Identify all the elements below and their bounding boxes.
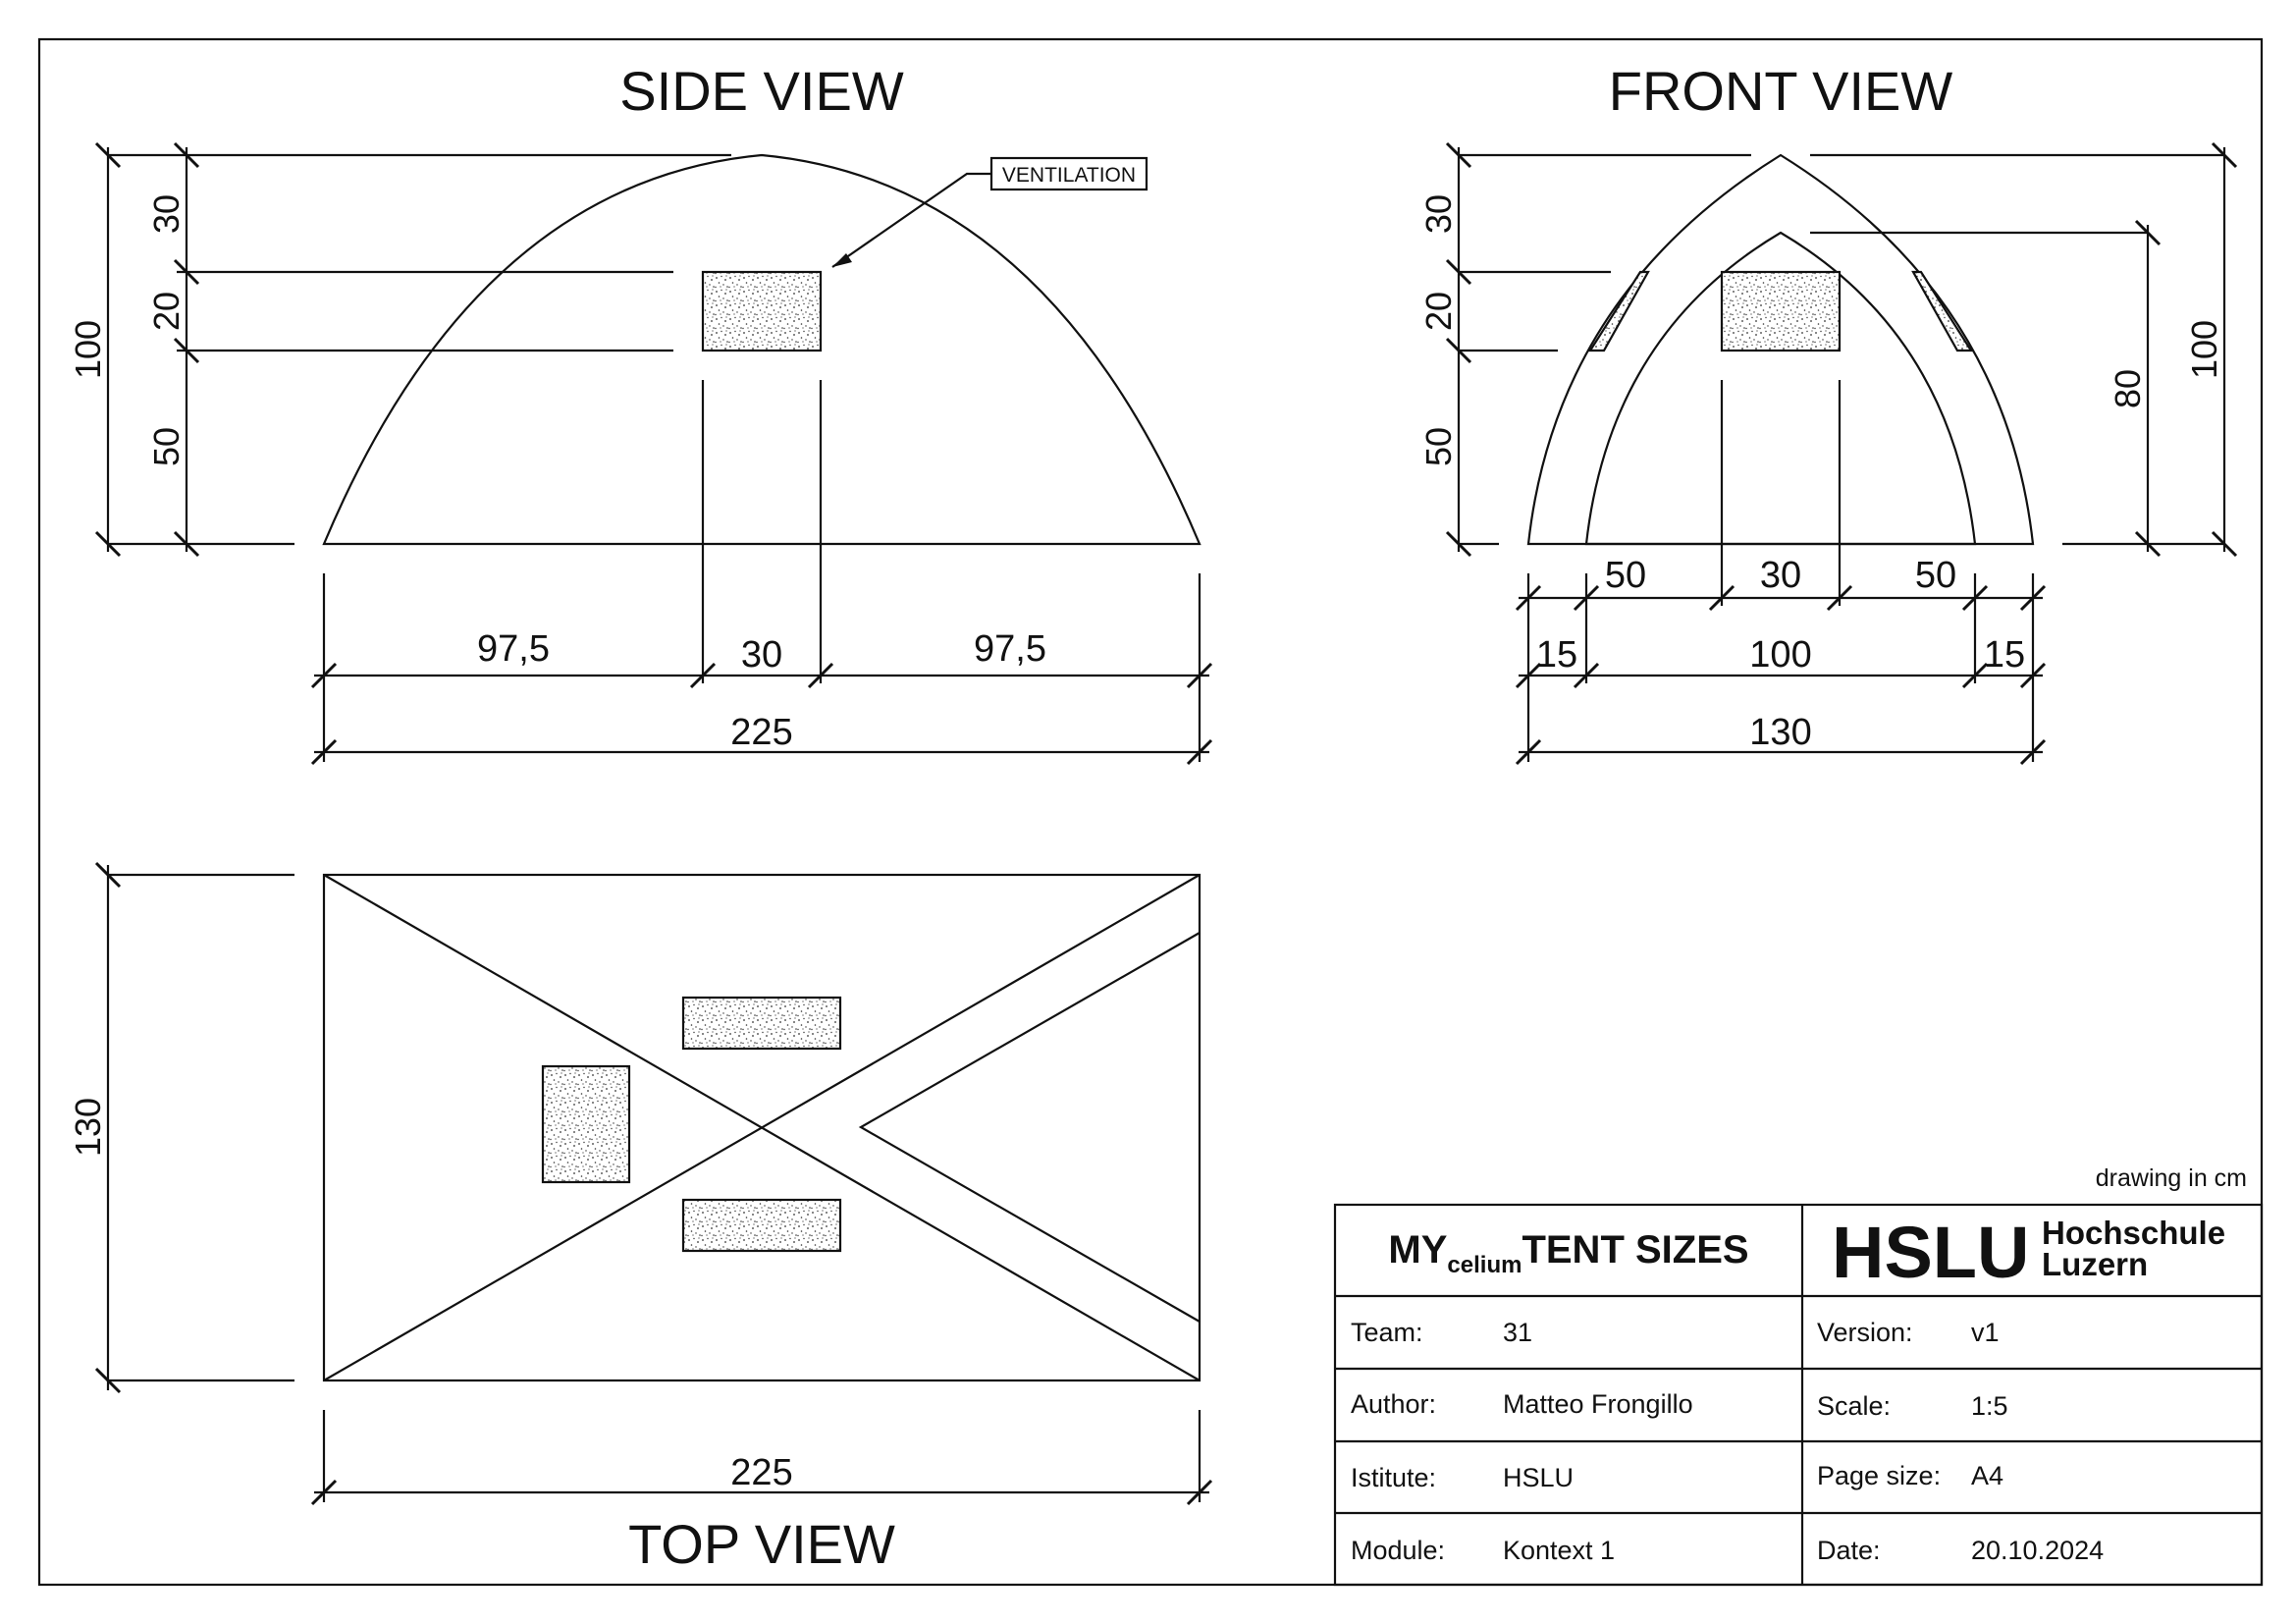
- front-view: FRONT VIEW 30 20 50: [1418, 60, 2238, 766]
- front-dim-top-seg: 30: [1418, 194, 1459, 234]
- top-view-title: TOP VIEW: [628, 1513, 895, 1575]
- module-value: Kontext 1: [1503, 1536, 1615, 1565]
- front-view-outer-arch: [1526, 153, 2035, 546]
- side-view-ventilation-opening: [701, 270, 823, 352]
- side-dim-total-height: 100: [68, 320, 108, 379]
- date-value: 20.10.2024: [1971, 1536, 2104, 1565]
- side-dim-vent-width: 30: [741, 634, 782, 676]
- front-view-right-height-dimensions: 80 100: [1810, 141, 2238, 558]
- author-label: Author:: [1351, 1389, 1436, 1419]
- front-dim-inner-height: 80: [2108, 369, 2148, 408]
- author-value: Matteo Frongillo: [1503, 1389, 1693, 1419]
- front-dim-vent-seg: 20: [1418, 292, 1459, 331]
- side-dim-left-width: 97,5: [477, 628, 550, 670]
- front-view-title: FRONT VIEW: [1609, 60, 1953, 122]
- page-size-value: A4: [1971, 1461, 2003, 1490]
- top-view-outline: [322, 873, 1201, 1382]
- front-dim-left-inner: 50: [1605, 555, 1646, 596]
- side-dim-right-width: 97,5: [974, 628, 1046, 670]
- page-size-label: Page size:: [1817, 1461, 1941, 1490]
- side-dim-bottom-seg: 50: [146, 427, 187, 466]
- version-value: v1: [1971, 1318, 2000, 1347]
- scale-label: Scale:: [1817, 1391, 1891, 1421]
- front-dim-left-wall: 15: [1536, 634, 1577, 676]
- team-value: 31: [1503, 1318, 1532, 1347]
- side-view: SIDE VIEW VENTILATION 100 30: [68, 60, 1213, 766]
- top-view: 130 225 TOP VIEW: [68, 861, 1213, 1575]
- hslu-logo-wordmark: HSLU: [1832, 1212, 2029, 1293]
- module-label: Module:: [1351, 1536, 1445, 1565]
- scale-value: 1:5: [1971, 1391, 2008, 1421]
- top-dim-depth: 130: [68, 1098, 108, 1157]
- team-label: Team:: [1351, 1318, 1423, 1347]
- front-dim-bottom-seg: 50: [1418, 427, 1459, 466]
- top-dim-length: 225: [730, 1452, 792, 1493]
- side-view-width-dimensions: 97,5 30 97,5 225: [310, 380, 1213, 766]
- side-dim-vent-seg: 20: [146, 292, 187, 331]
- top-view-ventilation-front: [681, 1198, 842, 1253]
- front-dim-right-wall: 15: [1984, 634, 2025, 676]
- side-view-height-dimensions: 100 30 20 50: [68, 141, 731, 558]
- front-view-left-height-dimensions: 30 20 50: [1418, 141, 1751, 558]
- side-dim-total-width: 225: [730, 712, 792, 753]
- hslu-logo-line1: Hochschule: [2042, 1215, 2225, 1251]
- side-view-title: SIDE VIEW: [619, 60, 904, 122]
- top-view-ventilation-back: [681, 996, 842, 1051]
- version-label: Version:: [1817, 1318, 1913, 1347]
- top-view-length-dimension: 225: [310, 1410, 1213, 1506]
- institute-value: HSLU: [1503, 1463, 1574, 1492]
- top-view-depth-dimension: 130: [68, 861, 294, 1394]
- sheet-border: [37, 37, 2264, 1587]
- front-dim-inner-width: 100: [1749, 634, 1811, 676]
- side-view-tent-outline: [322, 153, 1201, 546]
- front-view-width-dimensions: 50 30 50 15 100 15 130: [1515, 555, 2047, 766]
- front-dim-vent-width: 30: [1760, 555, 1801, 596]
- hslu-logo: HSLU Hochschule Luzern: [1832, 1212, 2225, 1293]
- front-view-ventilation-opening: [1720, 270, 1842, 352]
- front-dim-total-width: 130: [1749, 712, 1811, 753]
- front-dim-right-inner: 50: [1915, 555, 1956, 596]
- units-note: drawing in cm: [2096, 1164, 2247, 1192]
- front-dim-total-height: 100: [2184, 320, 2224, 379]
- ventilation-callout-label: VENTILATION: [1002, 164, 1136, 187]
- top-view-ventilation-side: [541, 1064, 631, 1184]
- institute-label: Istitute:: [1351, 1463, 1436, 1492]
- top-view-entrance-fold: [858, 932, 1201, 1323]
- ventilation-callout: VENTILATION: [831, 156, 1148, 268]
- front-view-inner-arch: [1584, 231, 1977, 546]
- front-view-left-window: [1587, 270, 1650, 352]
- hslu-logo-line2: Luzern: [2042, 1246, 2148, 1282]
- project-title: MYceliumTENT SIZES: [1388, 1228, 1748, 1278]
- front-view-right-window: [1911, 270, 1974, 352]
- side-dim-top-seg: 30: [146, 194, 187, 234]
- title-block: MYceliumTENT SIZES HSLU Hochschule Luzer…: [1333, 1203, 2264, 1587]
- date-label: Date:: [1817, 1536, 1881, 1565]
